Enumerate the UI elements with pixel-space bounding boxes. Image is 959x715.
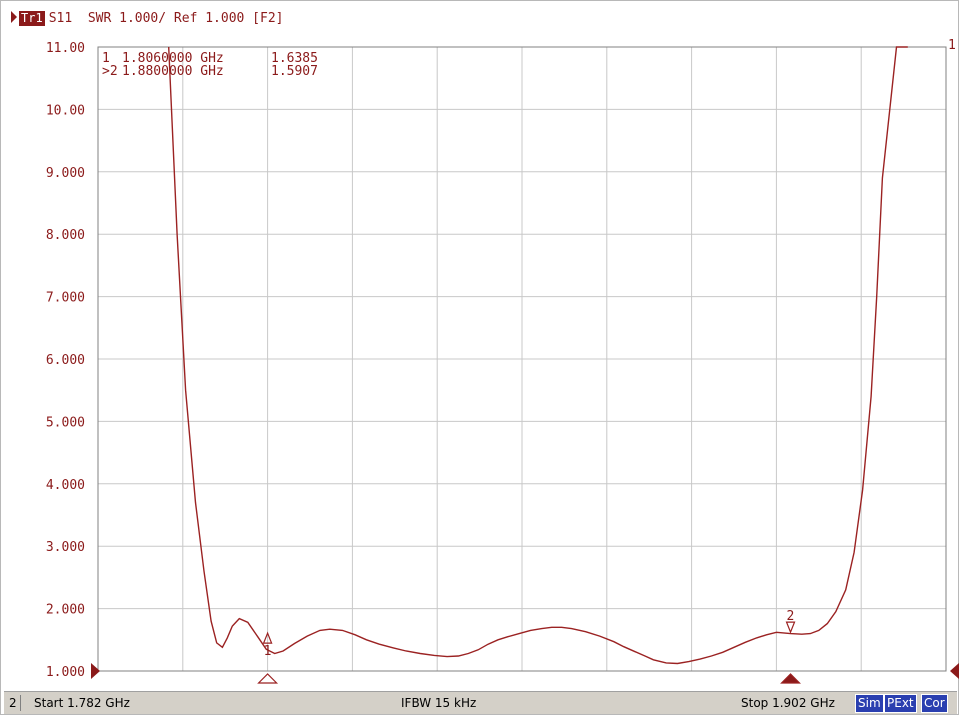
trace-arrow-icon [11,11,17,23]
trace-end-label: 1 [948,38,956,53]
plot-grid [97,46,947,672]
trace-layer [168,46,908,665]
channel-indicator[interactable]: 2 [6,695,21,711]
trace-header[interactable]: Tr1 S11 SWR 1.000/ Ref 1.000 [F2] [11,10,284,28]
marker-readout-table: 1 1.8060000 GHz 1.6385 >2 1.8800000 GHz 1.590… [102,51,318,79]
pext-flag[interactable]: PExt [884,694,917,713]
marker-readout-value: 1.5907 [271,64,318,79]
status-bar: 2 Start 1.782 GHz IFBW 15 kHz Stop 1.902… [4,691,957,714]
y-tick-label: 10.00 [46,103,85,118]
marker-readout-label: >2 [102,64,118,79]
y-tick-label: 11.00 [46,41,85,56]
ref-level-right-icon[interactable] [950,663,959,679]
y-tick-label: 1.000 [46,665,85,680]
marker-2-label: 2 [787,609,795,624]
trace-badge[interactable]: Tr1 [19,11,45,26]
marker-readout-frequency: 1.8060000 GHz [122,51,224,66]
y-tick-label: 4.000 [46,478,85,493]
stop-frequency[interactable]: Stop 1.902 GHz [741,696,835,710]
cor-flag[interactable]: Cor [921,694,948,713]
y-tick-label: 3.000 [46,540,85,555]
marker-1-label: 1 [264,644,272,659]
sim-flag[interactable]: Sim [855,694,884,713]
marker-layer: 1 1 2 [91,38,959,684]
ref-level-left-icon[interactable] [91,663,100,679]
marker-readout-label: 1 [102,51,110,66]
marker-readout-frequency: 1.8800000 GHz [122,64,224,79]
y-tick-label: 7.000 [46,291,85,306]
marker-1-stimulus-icon[interactable] [257,673,279,684]
trace-info[interactable]: S11 SWR 1.000/ Ref 1.000 [F2] [48,11,284,26]
marker-2-stimulus-icon[interactable] [780,673,801,684]
marker-1-icon[interactable] [262,631,273,644]
marker-readout-value: 1.6385 [271,51,318,66]
marker-2-icon[interactable] [785,621,796,634]
y-tick-label: 9.000 [46,166,85,181]
ifbw-setting[interactable]: IFBW 15 kHz [401,696,477,710]
swr-trace-line[interactable] [168,46,908,665]
y-tick-label: 5.000 [46,415,85,430]
y-tick-label: 2.000 [46,603,85,618]
y-tick-label: 8.000 [46,228,85,243]
swr-plot[interactable]: 11.00 10.00 9.000 8.000 7.000 6.000 5.000 4.000… [1,1,959,691]
plot-border [97,46,947,672]
y-tick-labels: 11.00 10.00 9.000 8.000 7.000 6.000 5.000 4.000… [46,41,85,680]
y-tick-label: 6.000 [46,353,85,368]
start-frequency[interactable]: Start 1.782 GHz [34,696,130,710]
